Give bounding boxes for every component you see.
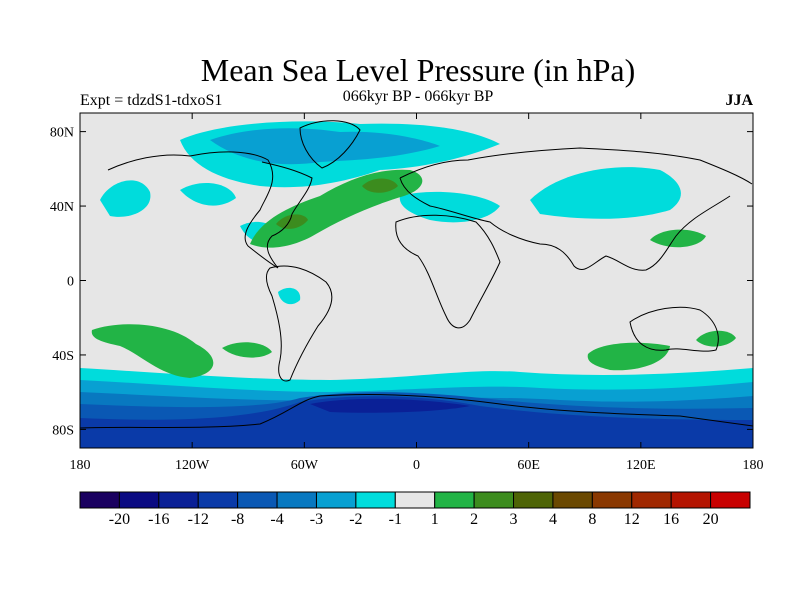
x-tick-label: 120E xyxy=(626,458,656,473)
colorbar-swatch xyxy=(434,491,475,509)
colorbar-label: 1 xyxy=(431,511,439,528)
x-tick-label: 180 xyxy=(70,458,91,473)
experiment-label: Expt = tdzdS1-tdxoS1 xyxy=(80,92,223,109)
colorbar-swatch xyxy=(355,491,396,509)
colorbar-swatch xyxy=(394,491,436,509)
colorbar-label: 20 xyxy=(703,511,719,528)
x-tick-label: 60E xyxy=(517,458,540,473)
colorbar-label: -1 xyxy=(389,511,402,528)
colorbar-label: 3 xyxy=(510,511,518,528)
period-label: 066kyr BP - 066kyr BP xyxy=(342,88,494,105)
colorbar-label: -16 xyxy=(148,511,169,528)
south-pacific-high xyxy=(91,324,214,378)
colorbar-swatch xyxy=(670,491,712,509)
colorbar-label: 4 xyxy=(549,511,557,528)
colorbar-swatch xyxy=(473,491,515,509)
australia-coast xyxy=(629,306,719,352)
colorbar-swatch xyxy=(631,491,672,509)
antarctic-lowest xyxy=(310,398,470,413)
x-axis-labels: 180 120W 60W 0 60E 120E 180 xyxy=(70,458,764,473)
north-atlantic-core-1 xyxy=(362,178,398,193)
contour-field xyxy=(80,113,753,448)
africa-coast xyxy=(395,214,501,329)
north-america-coast xyxy=(107,151,313,269)
y-axis-labels: 80N 40N 0 40S 80S xyxy=(50,126,74,439)
south-america-low xyxy=(278,287,301,305)
y-tick-label: 80S xyxy=(52,423,74,438)
tasman-high xyxy=(696,330,736,347)
north-atlantic-core-2 xyxy=(276,214,308,229)
colorbar-label: -2 xyxy=(349,511,362,528)
colorbar-label: -8 xyxy=(231,511,244,528)
colorbar-swatch xyxy=(118,491,160,509)
colorbar-label: 2 xyxy=(470,511,478,528)
colorbar-label: -12 xyxy=(188,511,209,528)
eurasia-coast xyxy=(399,147,753,271)
colorbar-label: 8 xyxy=(588,511,596,528)
colorbar xyxy=(79,491,751,509)
colorbar-label: -4 xyxy=(270,511,283,528)
colorbar-label: -20 xyxy=(109,511,130,528)
antarctic-low-core xyxy=(80,396,753,448)
axis-ticks xyxy=(79,113,754,448)
colorbar-label: 16 xyxy=(663,511,679,528)
colorbar-swatch xyxy=(276,491,317,509)
colorbar-swatch xyxy=(237,491,278,509)
season-label: JJA xyxy=(725,92,753,109)
y-tick-label: 80N xyxy=(50,126,74,141)
y-tick-label: 0 xyxy=(67,275,74,290)
arctic-low-inner xyxy=(210,128,440,165)
south-pacific-high-2 xyxy=(222,342,272,358)
colorbar-labels: -20 -16 -12 -8 -4 -3 -2 -1 1 2 3 4 8 12 16 20 xyxy=(109,511,719,528)
x-tick-label: 60W xyxy=(291,458,319,473)
colorbar-swatch xyxy=(79,491,120,509)
x-tick-label: 0 xyxy=(413,458,420,473)
colorbar-label: -3 xyxy=(310,511,323,528)
x-tick-label: 180 xyxy=(743,458,764,473)
x-tick-label: 120W xyxy=(175,458,210,473)
mediterranean-low xyxy=(399,191,500,223)
colorbar-swatch xyxy=(710,491,751,509)
colorbar-label: 12 xyxy=(624,511,640,528)
south-indian-high xyxy=(587,342,670,371)
colorbar-swatch xyxy=(591,491,633,509)
y-tick-label: 40S xyxy=(52,349,74,364)
coastlines xyxy=(80,120,753,429)
colorbar-swatch xyxy=(552,491,593,509)
siberia-low xyxy=(530,167,681,219)
chart-title: Mean Sea Level Pressure (in hPa) xyxy=(200,52,636,88)
greenland-coast xyxy=(299,120,361,169)
colorbar-swatch xyxy=(315,491,357,509)
north-pacific-low xyxy=(100,180,151,217)
colorbar-swatch xyxy=(158,491,199,509)
north-pacific-low-2 xyxy=(180,183,236,206)
y-tick-label: 40N xyxy=(50,200,74,215)
south-america-coast xyxy=(265,265,333,382)
west-pacific-high xyxy=(650,229,706,248)
antarctica-coast xyxy=(80,393,753,429)
colorbar-swatch xyxy=(197,491,239,509)
colorbar-swatch xyxy=(513,491,554,509)
